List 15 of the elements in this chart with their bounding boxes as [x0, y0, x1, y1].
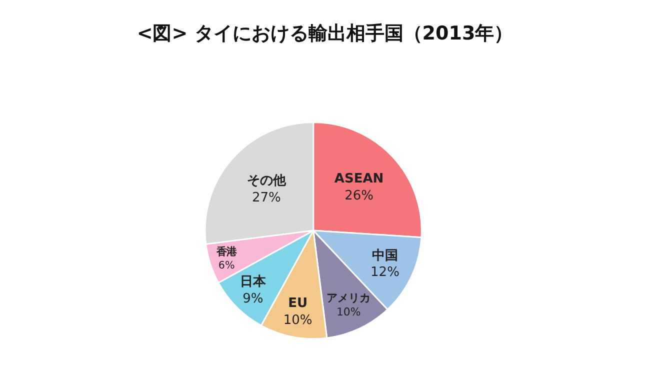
slice-label: EU	[288, 296, 308, 311]
data-label: 27%	[252, 190, 281, 206]
slice-label: アメリカ	[326, 291, 371, 304]
data-label: 26%	[344, 188, 374, 204]
slice-label: 香港	[216, 246, 238, 258]
data-label: 9%	[242, 291, 264, 306]
chart-title: <図> タイにおける輸出相手国（2013年）	[136, 22, 514, 44]
data-label: 10%	[336, 305, 361, 318]
data-label: 12%	[370, 265, 400, 280]
slice-label: ASEAN	[334, 172, 384, 187]
slice-label: 日本	[240, 274, 267, 290]
slice-label: その他	[246, 174, 287, 189]
slice-label: 中国	[372, 248, 398, 264]
data-label: 6%	[218, 260, 235, 272]
data-label: 10%	[283, 312, 312, 328]
